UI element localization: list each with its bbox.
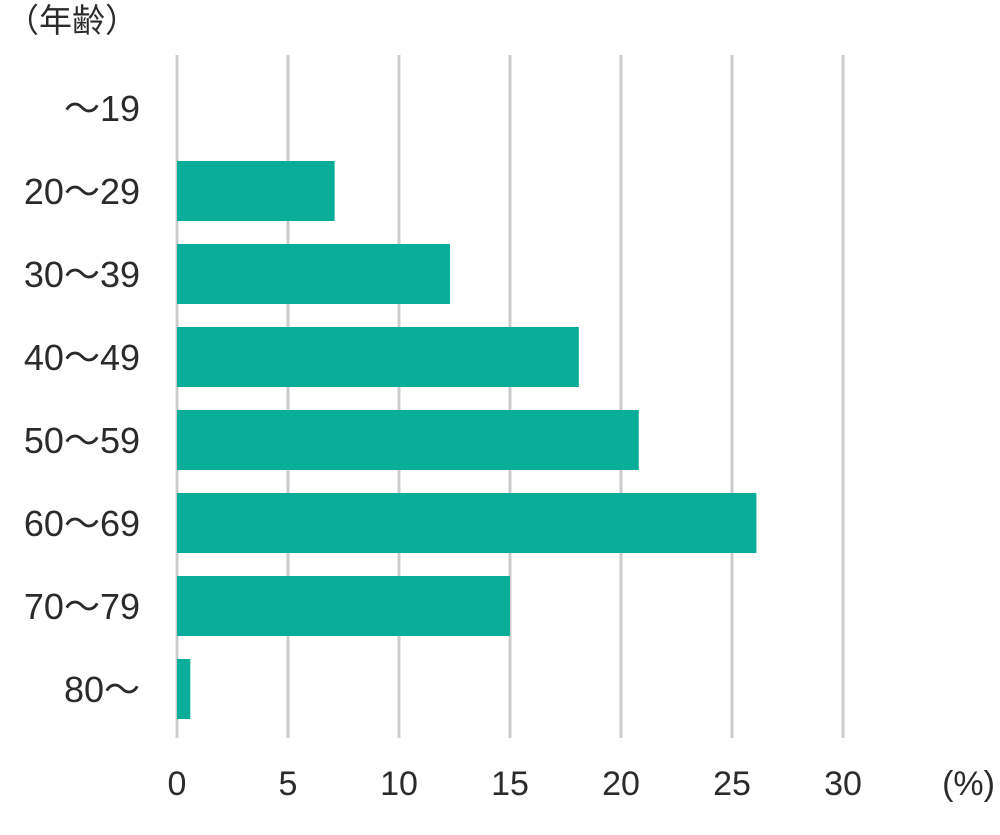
bar bbox=[177, 161, 335, 221]
bars bbox=[177, 161, 757, 719]
x-tick-label: 10 bbox=[380, 765, 418, 803]
y-axis-title: （年齢） bbox=[6, 2, 138, 39]
category-label: ～19 bbox=[64, 88, 140, 129]
x-tick-label: 25 bbox=[713, 765, 751, 803]
category-label: 80～ bbox=[64, 669, 140, 710]
bar bbox=[177, 410, 639, 470]
category-label: 30～39 bbox=[24, 254, 140, 295]
x-tick-label: 5 bbox=[279, 765, 298, 803]
x-axis-unit: (%) bbox=[942, 765, 995, 803]
bar bbox=[177, 244, 451, 304]
x-tick-labels: 0 5 10 15 20 25 30 bbox=[168, 765, 862, 803]
x-tick-label: 30 bbox=[824, 765, 862, 803]
category-label: 20～29 bbox=[24, 171, 140, 212]
category-label: 40～49 bbox=[24, 337, 140, 378]
bar bbox=[177, 493, 757, 553]
x-tick-label: 15 bbox=[491, 765, 529, 803]
bar bbox=[177, 576, 510, 636]
x-tick-label: 0 bbox=[168, 765, 187, 803]
category-label: 70～79 bbox=[24, 586, 140, 627]
category-labels: ～19 20～29 30～39 40～49 50～59 60～69 70～79 80～ bbox=[24, 88, 140, 710]
bar bbox=[177, 327, 579, 387]
x-tick-label: 20 bbox=[602, 765, 640, 803]
category-label: 60～69 bbox=[24, 503, 140, 544]
category-label: 50～59 bbox=[24, 420, 140, 461]
bar bbox=[177, 659, 191, 719]
